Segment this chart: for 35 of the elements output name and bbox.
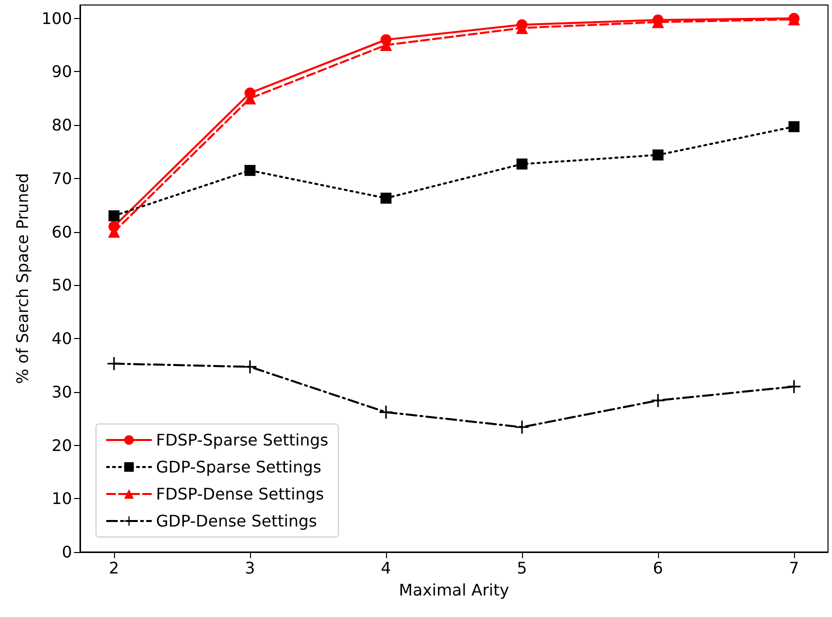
legend-label: GDP-Sparse Settings	[156, 458, 322, 476]
point	[380, 406, 392, 419]
y-tick-label: 30	[52, 382, 72, 402]
x-tick-label: 4	[380, 558, 392, 578]
x-tick-label: 5	[516, 558, 528, 578]
y-tick-label: 60	[52, 222, 72, 242]
x-tick-label: 7	[788, 558, 800, 578]
point	[108, 210, 120, 222]
point	[380, 192, 392, 204]
y-tick-label: 20	[52, 436, 72, 455]
x-tick-label: 3	[244, 558, 256, 578]
point	[788, 380, 800, 394]
x-tick-label: 6	[652, 558, 664, 578]
point	[244, 164, 256, 176]
legend-label: FDSP-Sparse Settings	[156, 430, 328, 450]
y-axis-title: % of Search Space Pruned	[13, 173, 32, 384]
y-tick-label: 50	[52, 276, 72, 295]
y-tick-label: 0	[62, 542, 72, 562]
point	[652, 149, 664, 160]
x-tick-label: 2	[108, 558, 120, 578]
y-tick-label: 90	[52, 62, 72, 82]
y-tick-label: 80	[52, 116, 72, 135]
legend-label: FDSP-Dense Settings	[156, 484, 324, 504]
y-tick-label: 70	[52, 168, 72, 188]
y-tick-label: 40	[52, 329, 72, 348]
y-tick-label: 100	[41, 8, 72, 28]
point	[652, 394, 664, 407]
y-tick-label: 10	[52, 489, 72, 508]
point	[244, 360, 256, 374]
point	[516, 420, 528, 434]
point	[108, 357, 120, 370]
x-axis-title: Maximal Arity	[398, 580, 510, 600]
point	[516, 158, 528, 170]
legend-label: GDP-Dense Settings	[156, 512, 317, 530]
point	[788, 121, 800, 132]
